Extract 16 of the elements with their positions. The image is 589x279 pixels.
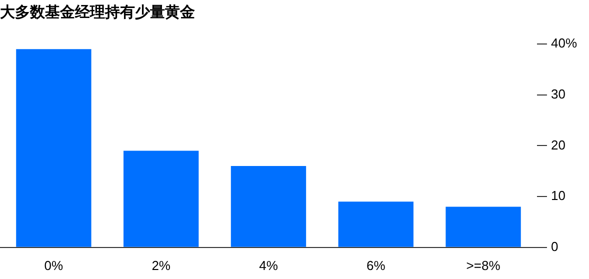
x-tick-label: >=8% xyxy=(466,258,501,273)
y-tick-label: 10 xyxy=(550,188,566,204)
y-tick-label: 30 xyxy=(550,86,566,102)
x-tick-label: 0% xyxy=(44,258,64,273)
bar xyxy=(124,150,199,247)
x-tick-label: 4% xyxy=(259,258,278,273)
y-tick-label: 0 xyxy=(550,238,558,254)
bar xyxy=(16,49,92,247)
bar xyxy=(230,166,306,247)
x-tick-label: 6% xyxy=(366,258,386,273)
bar xyxy=(446,206,521,247)
x-tick-label: 2% xyxy=(152,258,171,273)
chart-title: 大多数基金经理持有少量黄金 xyxy=(0,2,195,21)
bar xyxy=(338,202,414,247)
y-tick-label: 20 xyxy=(550,137,566,152)
y-tick-label: 40% xyxy=(550,36,578,51)
